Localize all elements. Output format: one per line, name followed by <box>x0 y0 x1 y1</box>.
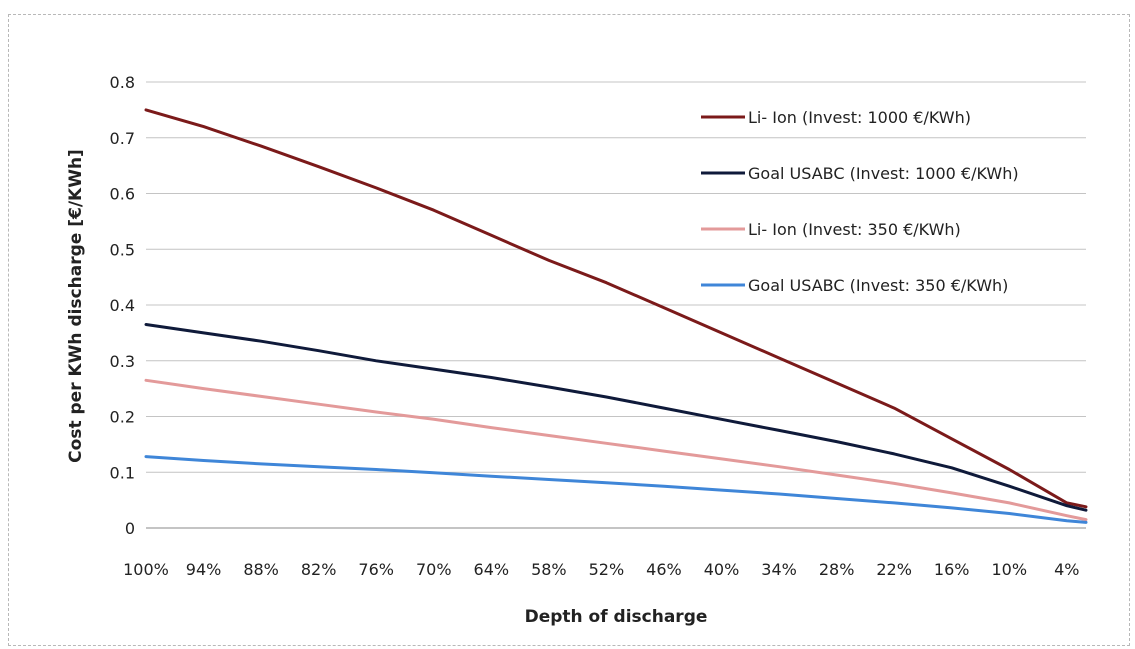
series-line-1 <box>144 108 1088 509</box>
y-tick-label: 0.2 <box>110 408 135 427</box>
y-tick-label: 0.3 <box>110 352 135 371</box>
legend-label-3: Li- Ion (Invest: 350 €/KWh) <box>748 220 961 239</box>
y-tick-label: 0.1 <box>110 463 135 482</box>
x-tick-label: 88% <box>243 560 279 579</box>
y-axis-title: Cost per KWh discharge [€/KWh] <box>66 149 86 463</box>
gridlines <box>146 81 1086 473</box>
x-tick-label: 76% <box>358 560 394 579</box>
y-tick-label: 0.6 <box>110 185 135 204</box>
y-tick-label: 0 <box>125 519 135 538</box>
x-tick-label: 82% <box>301 560 337 579</box>
legend-label-4: Goal USABC (Invest: 350 €/KWh) <box>748 276 1008 295</box>
x-tick-label: 16% <box>934 560 970 579</box>
x-tick-label: 4% <box>1054 560 1079 579</box>
x-tick-label: 10% <box>991 560 1027 579</box>
x-tick-label: 94% <box>186 560 222 579</box>
y-tick-label: 0.4 <box>110 296 135 315</box>
x-tick-label: 52% <box>589 560 625 579</box>
x-tick-label: 28% <box>819 560 855 579</box>
series-line-3 <box>144 378 1088 522</box>
y-tick-label: 0.8 <box>110 73 135 92</box>
x-tick-label: 70% <box>416 560 452 579</box>
y-tick-label: 0.5 <box>110 240 135 259</box>
legend: Li- Ion (Invest: 1000 €/KWh) Goal USABC (… <box>701 108 1019 295</box>
legend-label-1: Li- Ion (Invest: 1000 €/KWh) <box>748 108 971 127</box>
legend-label-2: Goal USABC (Invest: 1000 €/KWh) <box>748 164 1019 183</box>
y-tick-label: 0.7 <box>110 129 135 148</box>
x-tick-label: 46% <box>646 560 682 579</box>
x-tick-label: 64% <box>474 560 510 579</box>
x-tick-label: 40% <box>704 560 740 579</box>
x-tick-label: 34% <box>761 560 797 579</box>
x-tick-label: 100% <box>123 560 169 579</box>
x-tick-label: 22% <box>876 560 912 579</box>
chart-frame: 0 0.1 0.2 0.3 0.4 0.5 0.6 0.7 0.8 100% 94% 88% 82% 7… <box>8 14 1130 646</box>
y-tick-labels: 0 0.1 0.2 0.3 0.4 0.5 0.6 0.7 0.8 <box>110 73 135 538</box>
series-line-2 <box>144 323 1088 512</box>
x-axis-title: Depth of discharge <box>525 607 708 627</box>
series-line-4 <box>144 455 1088 524</box>
series-lines <box>144 108 1088 524</box>
x-tick-labels: 100% 94% 88% 82% 76% 70% 64% 58% 52% 46% 40% 34% 28%… <box>123 560 1079 579</box>
x-tick-label: 58% <box>531 560 567 579</box>
line-chart: 0 0.1 0.2 0.3 0.4 0.5 0.6 0.7 0.8 100% 94% 88% 82% 7… <box>66 73 1088 627</box>
